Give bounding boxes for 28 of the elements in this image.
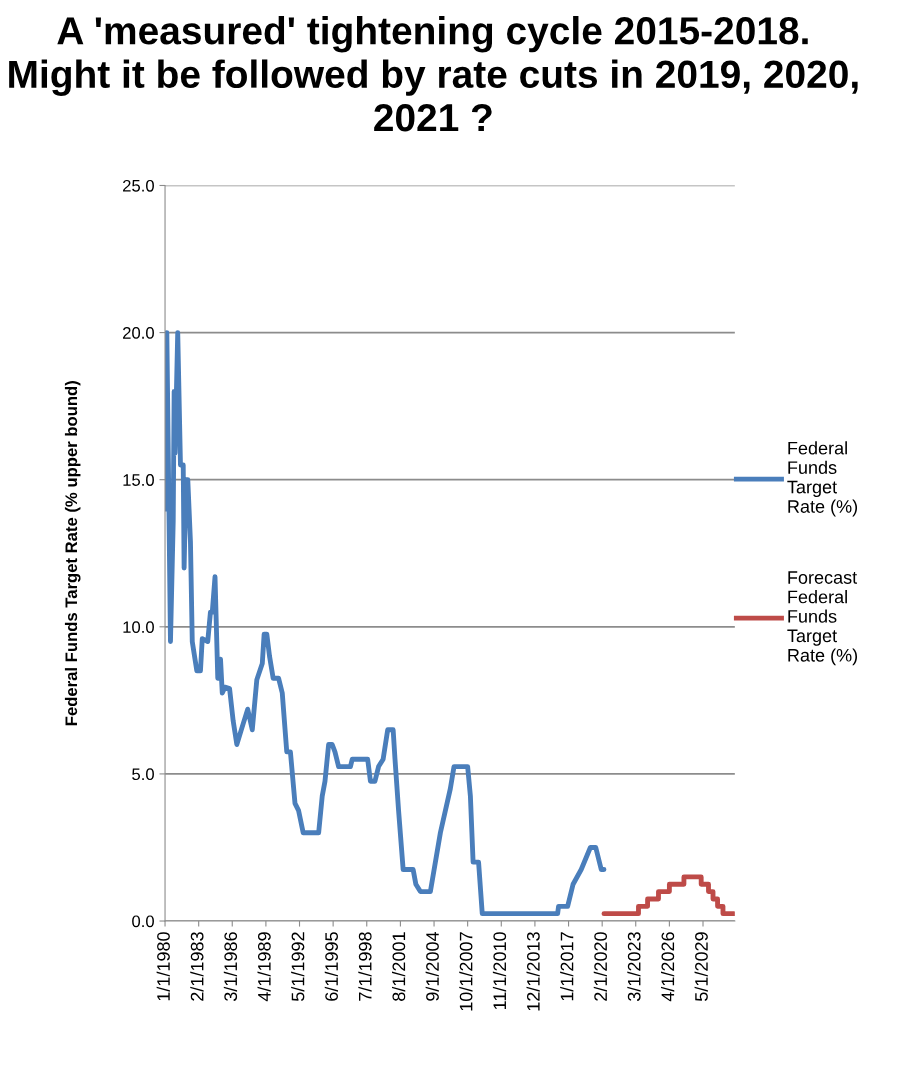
- x-tick-label: 7/1/1998: [358, 932, 372, 1001]
- legend-label: Forecast Federal Funds Target Rate (%): [787, 571, 858, 666]
- x-tick-label: 4/1/2026: [660, 932, 675, 1002]
- x-tick-label: 2/1/2020: [593, 932, 608, 1001]
- x-tick-label: 1/1/2017: [560, 932, 574, 1001]
- x-tick-label: 3/1/2023: [627, 932, 641, 1002]
- y-tick-label: 15.0: [123, 474, 154, 486]
- legend-label: Federal Funds Target Rate (%): [787, 441, 858, 517]
- x-tick-label: 12/1/2013: [526, 932, 540, 1011]
- y-tick-label: 20.0: [123, 326, 154, 339]
- y-tick-label: 10.0: [123, 621, 154, 634]
- x-tick-label: 6/1/1995: [324, 932, 338, 1001]
- y-tick-label: 0.0: [132, 915, 154, 928]
- line-series: [165, 330, 607, 917]
- x-tick-label: 5/1/1992: [291, 932, 305, 1001]
- x-tick-label: 1/1/1980: [156, 932, 170, 1001]
- x-tick-label: 9/1/2004: [425, 931, 439, 1001]
- x-tick-label: 10/1/2007: [459, 932, 473, 1011]
- x-tick-label: 2/1/1983: [190, 932, 204, 1001]
- x-tick-label: 4/1/1989: [257, 932, 271, 1002]
- x-tick-label: 8/1/2001: [391, 932, 406, 1001]
- y-tick-label: 5.0: [132, 768, 154, 781]
- chart-title: A 'measured' tightening cycle 2015-2018. Might it be followed by rate cuts in 2019, 2020, 2021 ?: [9, 15, 858, 132]
- x-tick-label: 3/1/1986: [223, 932, 238, 1002]
- x-tick-label: 11/1/2010: [492, 932, 507, 1010]
- y-tick-label: 25.0: [123, 179, 154, 192]
- x-tick-label: 5/1/2029: [694, 932, 708, 1001]
- y-axis-title: Federal Funds Target Rate (% upper bound): [64, 381, 81, 726]
